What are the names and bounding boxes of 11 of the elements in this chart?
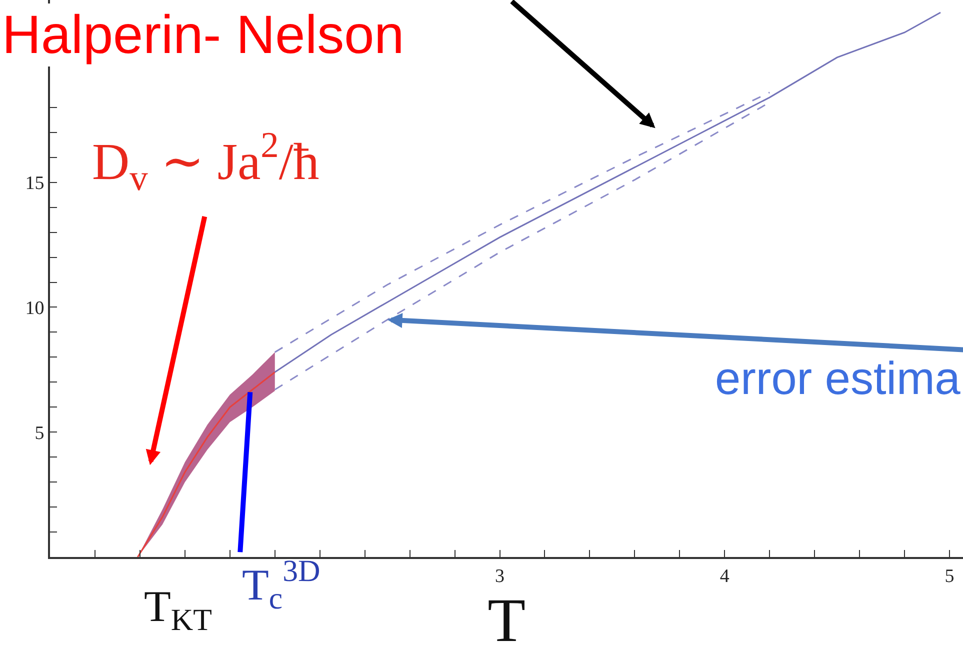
x-tick-label: 5 [944, 566, 954, 587]
y-tick-label: 15 [25, 172, 44, 194]
annotation: Halperin- Nelson [2, 5, 404, 65]
x-tick-label: 3 [495, 566, 504, 587]
annotation: D$_{v}$ ∼ Ja$^{2}$/ħ [92, 125, 320, 198]
x-tick-label: 4 [720, 566, 730, 587]
x-axis-title: T [488, 586, 526, 655]
annotation: T$_{KT}$ [144, 582, 212, 638]
y-tick-label: 10 [25, 298, 44, 319]
annotation: error estima [715, 352, 961, 404]
y-tick-label: 5 [34, 422, 44, 444]
